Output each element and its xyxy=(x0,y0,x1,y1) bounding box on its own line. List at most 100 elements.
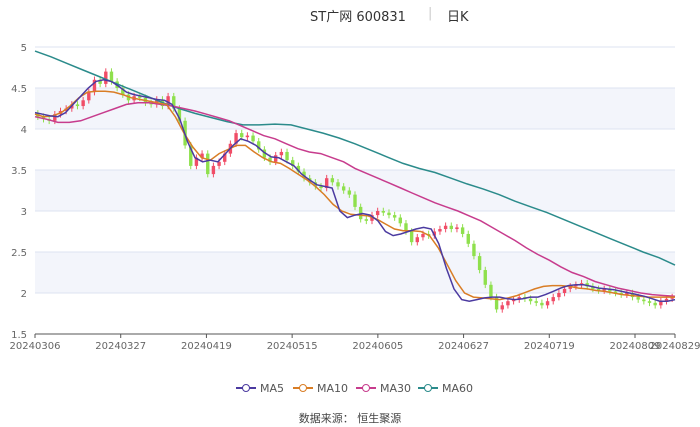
candle-body xyxy=(670,297,674,299)
candle-body xyxy=(138,96,142,98)
legend-item-ma5[interactable]: MA5 xyxy=(236,380,284,396)
candle-body xyxy=(534,301,538,303)
candle-body xyxy=(206,153,210,175)
legend-label-ma60: MA60 xyxy=(442,381,474,395)
candle-body xyxy=(664,298,669,302)
y-tick-label: 4.5 xyxy=(11,84,27,95)
y-tick-label: 2 xyxy=(21,289,27,300)
x-tick-label: 20240327 xyxy=(95,341,146,352)
candle-body xyxy=(653,302,657,306)
candle-body xyxy=(540,302,544,306)
candle-body xyxy=(194,157,199,166)
candle-body xyxy=(613,291,618,293)
candle-body xyxy=(364,219,369,221)
chart-header: ST广网 600831 | 日K xyxy=(0,4,700,26)
y-tick-label: 2.5 xyxy=(11,248,27,259)
legend-label-ma30: MA30 xyxy=(380,381,412,395)
candle-body xyxy=(211,165,216,175)
candle-body xyxy=(636,297,640,300)
candle-body xyxy=(421,233,425,238)
candle-body xyxy=(319,186,323,189)
candle-body xyxy=(387,212,391,216)
candle-body xyxy=(398,217,403,224)
x-tick-label: 20240605 xyxy=(352,341,403,352)
x-tick-label: 20240719 xyxy=(524,341,575,352)
candle-body xyxy=(291,160,295,166)
candle-body xyxy=(477,256,482,271)
candle-body xyxy=(75,104,80,107)
candle-body xyxy=(415,237,419,243)
candle-body xyxy=(545,301,550,306)
legend-label-ma5: MA5 xyxy=(260,381,285,395)
candle-body xyxy=(494,297,499,310)
candle-body xyxy=(551,297,555,302)
ma5-line xyxy=(34,79,676,302)
candle-body xyxy=(223,153,227,162)
ma60-legend-icon xyxy=(418,383,438,393)
candle-body xyxy=(500,305,504,310)
plot-band xyxy=(35,88,675,129)
stock-title: ST广网 600831 xyxy=(310,10,406,25)
candle-body xyxy=(257,141,261,150)
candle-body xyxy=(506,301,510,306)
candle-body xyxy=(268,157,272,162)
candle-body xyxy=(177,108,182,121)
candle-body xyxy=(109,71,114,82)
candle-body xyxy=(200,153,204,158)
candle-body xyxy=(353,194,357,207)
x-tick-label: 20240515 xyxy=(267,341,318,352)
candle-body xyxy=(234,133,238,144)
candle-body xyxy=(217,161,221,166)
candle-body xyxy=(296,165,301,172)
candle-body xyxy=(460,227,465,234)
y-tick-label: 3 xyxy=(21,207,27,218)
candle-body xyxy=(455,227,459,230)
ma60-line xyxy=(34,50,676,266)
ma5-legend-icon xyxy=(236,383,256,393)
candle-body xyxy=(104,71,108,84)
candle-body xyxy=(489,284,493,298)
candle-body xyxy=(262,149,267,158)
x-tick-label: 20240809 xyxy=(610,341,661,352)
plot-band xyxy=(35,252,675,293)
x-tick-label: 20240829 xyxy=(650,341,700,352)
candle-body xyxy=(240,133,244,138)
x-tick-label: 20240419 xyxy=(181,341,232,352)
candle-body xyxy=(517,297,521,300)
candle-body xyxy=(347,190,352,195)
y-tick-label: 4 xyxy=(21,125,27,136)
candle-body xyxy=(591,286,595,289)
candle-body xyxy=(472,243,476,257)
y-tick-label: 1.5 xyxy=(11,330,27,341)
candle-body xyxy=(53,114,57,121)
candle-body xyxy=(659,301,663,306)
candle-body xyxy=(409,231,414,243)
candle-body xyxy=(375,211,380,216)
candle-body xyxy=(438,229,442,232)
chart-legend: MA5 MA10 MA30 MA60 xyxy=(0,380,700,396)
legend-item-ma30[interactable]: MA30 xyxy=(356,380,411,396)
candle-body xyxy=(166,96,170,107)
candle-body xyxy=(602,288,606,291)
legend-label-ma10: MA10 xyxy=(317,381,349,395)
candle-body xyxy=(568,286,572,289)
legend-item-ma60[interactable]: MA60 xyxy=(418,380,473,396)
legend-item-ma10[interactable]: MA10 xyxy=(293,380,348,396)
ma10-legend-icon xyxy=(293,383,313,393)
candle-body xyxy=(625,293,629,295)
y-tick-label: 3.5 xyxy=(11,166,27,177)
candle-body xyxy=(189,145,193,166)
candle-body xyxy=(274,155,278,162)
candle-body xyxy=(574,284,578,287)
ma30-legend-icon xyxy=(356,383,376,393)
candle-body xyxy=(392,215,397,218)
candle-body xyxy=(608,288,612,292)
candle-body xyxy=(466,233,470,244)
period-label: 日K xyxy=(447,10,469,25)
candle-body xyxy=(285,151,289,161)
candle-body xyxy=(511,299,516,302)
candle-body xyxy=(596,288,601,291)
candle-body xyxy=(579,283,584,285)
x-tick-label: 20240627 xyxy=(438,341,489,352)
